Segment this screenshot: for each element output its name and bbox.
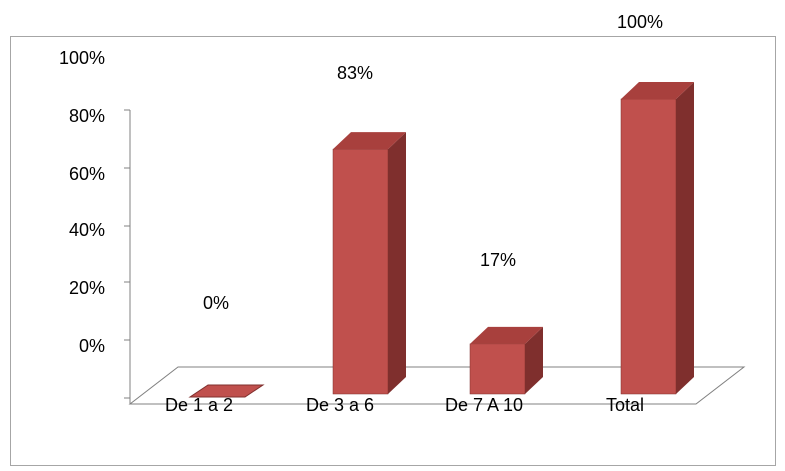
x-tick-label: De 3 a 6: [306, 395, 374, 415]
bar-top-face: [188, 384, 265, 398]
bar-front-face: [469, 343, 526, 395]
chart-floor: [128, 366, 746, 405]
bar-top-face: [470, 326, 543, 344]
bar-side-face: [525, 326, 543, 394]
bars: [188, 82, 694, 398]
y-tick-label: 20%: [69, 278, 105, 298]
bar-top-face: [621, 82, 694, 99]
x-tick-label: Total: [606, 395, 644, 415]
data-label: 83%: [337, 63, 373, 83]
bar-de-1-a-2: [188, 384, 265, 398]
data-label: 100%: [617, 12, 663, 32]
x-tick-label: De 1 a 2: [165, 395, 233, 415]
bar-front-face: [620, 98, 677, 395]
y-tick-label: 60%: [69, 164, 105, 184]
data-label: 0%: [203, 293, 229, 313]
y-tick-label: 0%: [79, 336, 105, 356]
y-tick-label: 80%: [69, 106, 105, 126]
bar-front-face: [332, 148, 389, 395]
bar-de-7-a-10: [469, 326, 543, 395]
chart-axes: [124, 109, 746, 405]
data-label: 17%: [480, 250, 516, 270]
x-tick-label: De 7 A 10: [445, 395, 523, 415]
bar-side-face: [388, 132, 406, 394]
chart-frame: [10, 36, 776, 466]
bar-top-face: [333, 132, 406, 150]
bar-de-3-a-6: [332, 132, 406, 395]
x-axis-labels: De 1 a 2 De 3 a 6 De 7 A 10 Total: [165, 395, 644, 415]
bar-total: [620, 82, 694, 395]
bar-side-face: [676, 82, 694, 394]
y-tick-label: 40%: [69, 220, 105, 240]
y-tick-label: 100%: [59, 48, 105, 68]
y-axis-ticks: 100% 80% 60% 40% 20% 0%: [59, 48, 105, 356]
data-labels: 0% 83% 17% 100%: [203, 12, 663, 313]
